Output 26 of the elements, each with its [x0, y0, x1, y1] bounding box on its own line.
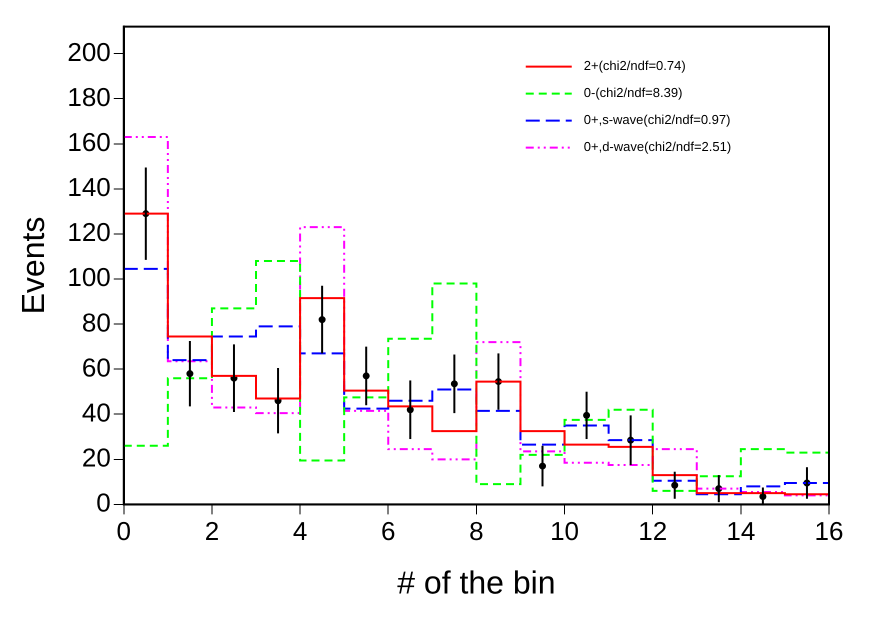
x-tick-label: 12 [638, 516, 668, 546]
x-tick-label: 10 [550, 516, 580, 546]
y-tick-label: 180 [67, 82, 111, 112]
y-tick-label: 100 [67, 262, 111, 292]
x-tick-label: 0 [116, 516, 132, 546]
x-tick-label: 8 [469, 516, 484, 546]
y-tick-label: 40 [82, 397, 111, 428]
y-tick-label: 0 [96, 488, 111, 518]
x-axis-title: # of the bin [397, 564, 556, 601]
x-tick-label: 4 [292, 516, 308, 546]
y-tick-label: 60 [82, 352, 111, 382]
y-axis-title: Events [15, 216, 52, 314]
y-tick-label: 80 [82, 307, 111, 338]
legend-label: 0+,d-wave(chi2/ndf=2.51) [584, 139, 732, 154]
y-tick-label: 200 [67, 36, 111, 67]
x-tick-label: 6 [381, 516, 396, 546]
legend-label: 0-(chi2/ndf=8.39) [584, 85, 682, 100]
y-tick-label: 20 [82, 442, 111, 472]
x-tick-label: 2 [204, 516, 220, 546]
legend-label: 2+(chi2/ndf=0.74) [584, 58, 686, 74]
y-tick-label: 160 [67, 126, 111, 157]
y-tick-label: 140 [67, 172, 111, 202]
x-tick-label: 16 [814, 516, 844, 546]
y-tick-label: 120 [67, 217, 111, 248]
x-tick-label: 14 [726, 516, 756, 546]
legend-label: 0+,s-wave(chi2/ndf=0.97) [584, 112, 730, 128]
